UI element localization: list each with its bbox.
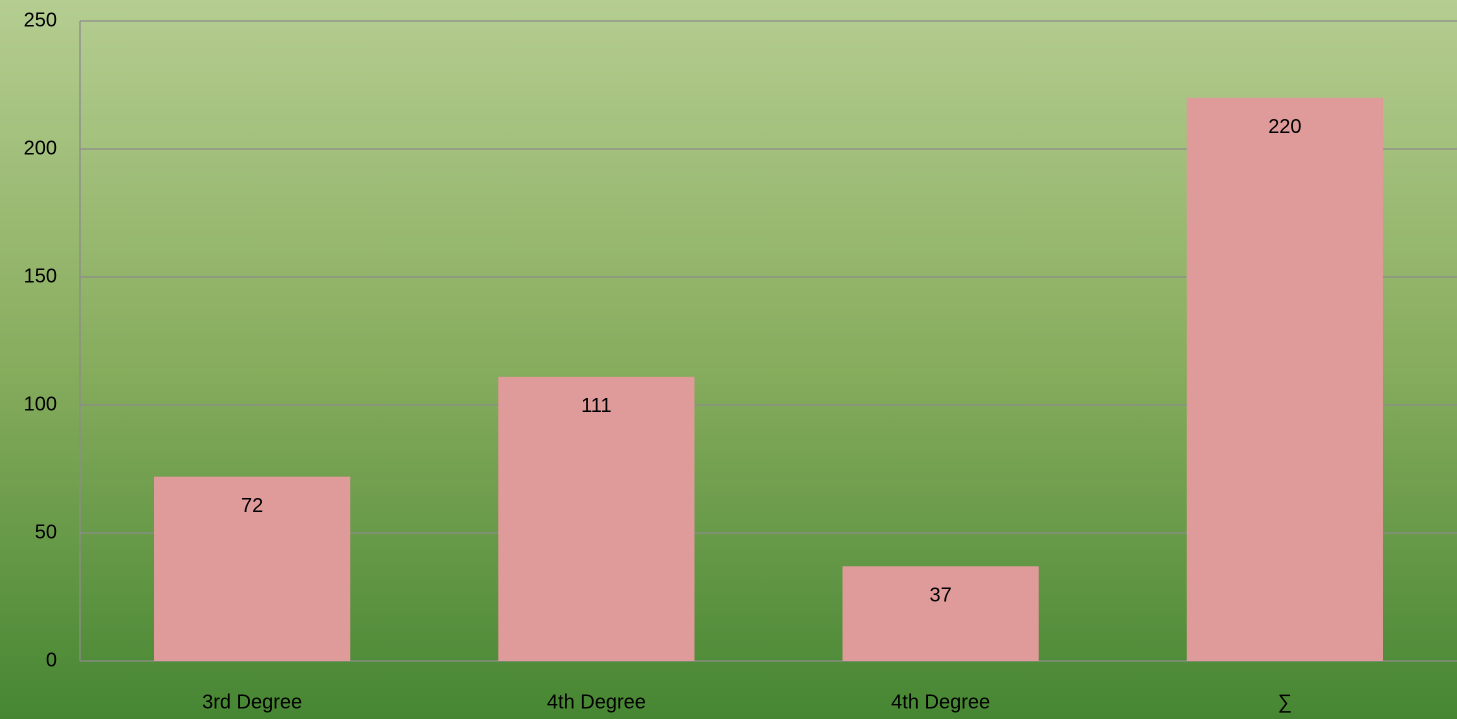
y-tick-label: 250 (24, 9, 57, 31)
bar (1186, 97, 1383, 662)
bar (154, 476, 351, 661)
y-tick-label: 150 (24, 265, 57, 287)
y-tick-label: 50 (35, 521, 57, 543)
y-tick-label: 200 (24, 137, 57, 159)
data-label: 220 (1268, 116, 1301, 138)
data-label: 37 (930, 585, 952, 607)
x-tick-label: 3rd Degree (202, 691, 302, 713)
x-tick-label: 4th Degree (547, 691, 646, 713)
bar (842, 566, 1039, 661)
y-tick-label: 100 (24, 393, 57, 415)
y-tick-label: 0 (46, 649, 57, 671)
data-label: 111 (581, 395, 611, 417)
data-label: 72 (241, 495, 263, 517)
x-tick-label: ∑ (1278, 691, 1292, 713)
x-tick-label: 4th Degree (891, 691, 990, 713)
bar (498, 376, 695, 661)
